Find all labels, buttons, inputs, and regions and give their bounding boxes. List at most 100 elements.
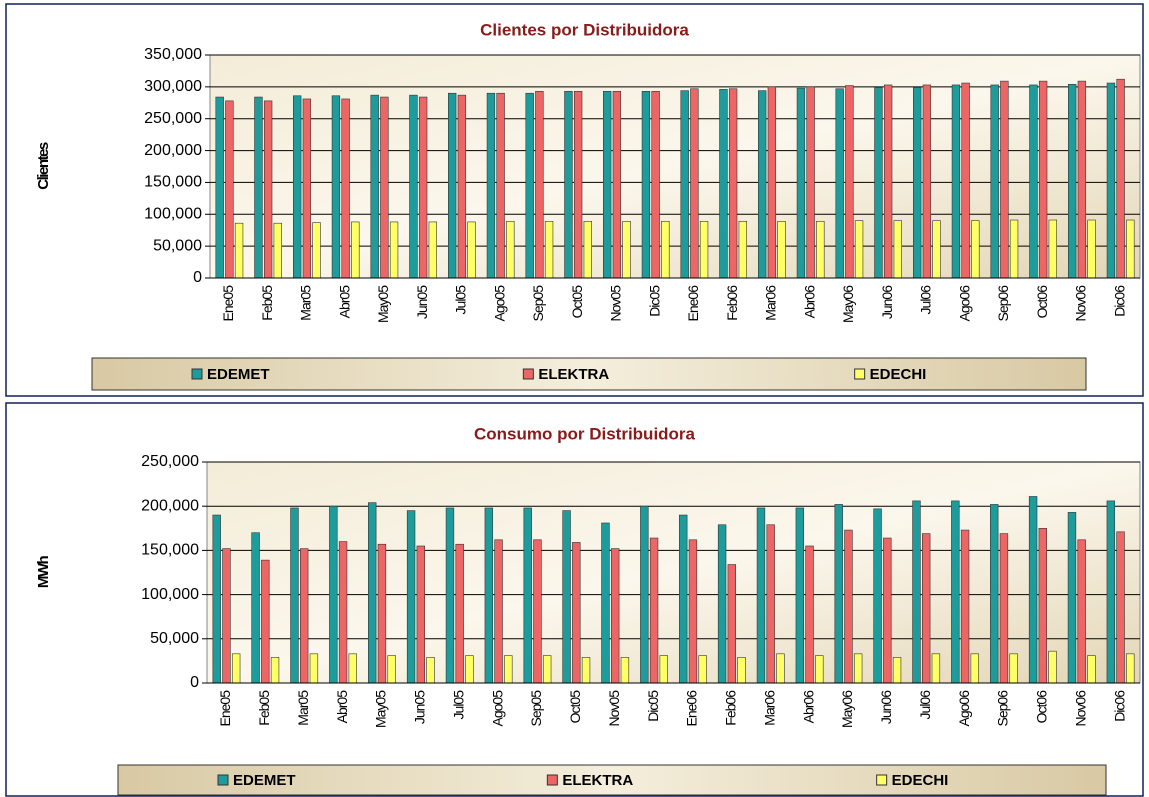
bar xyxy=(951,84,961,279)
chart-panel: Clientes por Distribuidora 0 50,000 100,000… xyxy=(5,3,1144,397)
x-tick-label: Nov06 xyxy=(1073,285,1089,322)
x-tick-label: Jun05 xyxy=(414,285,430,319)
bar xyxy=(389,221,399,279)
bar xyxy=(351,221,360,279)
bar xyxy=(293,95,302,279)
bar xyxy=(572,542,581,684)
bar xyxy=(990,84,999,279)
legend-box xyxy=(117,764,1107,796)
bar xyxy=(368,502,377,684)
bar xyxy=(457,94,467,279)
legend-swatch xyxy=(217,774,229,786)
bar xyxy=(1038,80,1048,279)
bar xyxy=(805,545,814,684)
x-tick-label: Ago05 xyxy=(489,690,505,727)
bar xyxy=(426,657,435,684)
y-axis-label: Clientes xyxy=(35,142,52,190)
bar xyxy=(601,522,610,684)
bar xyxy=(523,507,532,684)
bar xyxy=(418,96,428,279)
bar xyxy=(932,220,941,279)
legend-swatch xyxy=(522,368,534,380)
bar xyxy=(251,532,260,684)
bar xyxy=(620,657,630,684)
x-tick-label: Dic06 xyxy=(1111,285,1127,317)
bar xyxy=(816,220,825,279)
bar xyxy=(562,510,571,684)
bar xyxy=(1126,219,1135,279)
y-tick-label: 0 xyxy=(193,269,202,286)
bar xyxy=(231,653,241,684)
bar xyxy=(222,548,231,684)
x-tick-label: Sep06 xyxy=(995,285,1011,322)
y-tick-label: 100,000 xyxy=(141,586,199,603)
bar xyxy=(261,559,270,684)
y-tick-label: 100,000 xyxy=(144,206,202,223)
bar xyxy=(990,504,999,684)
bar xyxy=(728,88,738,279)
bar xyxy=(853,653,863,684)
bar xyxy=(815,655,824,684)
bar xyxy=(758,90,767,279)
bar xyxy=(1077,539,1086,684)
y-tick-label: 250,000 xyxy=(141,453,199,470)
y-axis-label: MWh xyxy=(35,556,52,589)
bar xyxy=(331,95,341,279)
bar xyxy=(951,500,960,684)
bar xyxy=(309,653,319,684)
plot-area xyxy=(209,54,1141,279)
x-tick-label: Abr05 xyxy=(336,285,352,319)
x-tick-label: Jul05 xyxy=(453,285,469,315)
bar xyxy=(835,88,844,279)
bar xyxy=(1068,84,1077,279)
x-tick-label: Mar05 xyxy=(295,690,311,726)
bar xyxy=(212,514,221,684)
bar xyxy=(448,92,457,279)
bar xyxy=(1038,527,1048,684)
bar xyxy=(445,507,455,684)
y-tick-label: 300,000 xyxy=(144,78,202,95)
bar xyxy=(756,507,766,684)
legend-label: EDECHI xyxy=(870,366,927,383)
bar xyxy=(494,539,503,684)
bar xyxy=(679,514,688,684)
bar xyxy=(661,220,670,279)
legend-label: EDEMET xyxy=(233,772,296,789)
bar xyxy=(504,655,513,684)
legend-label: ELEKTRA xyxy=(562,772,633,789)
x-tick-label: Dic05 xyxy=(646,285,662,317)
bar xyxy=(455,543,464,684)
bar xyxy=(767,86,777,279)
bar xyxy=(406,510,416,684)
y-tick-label: 200,000 xyxy=(141,497,199,514)
x-tick-label: Feb06 xyxy=(723,690,739,726)
bar xyxy=(467,221,476,279)
x-tick-label: Abr06 xyxy=(800,690,816,724)
bar xyxy=(873,508,882,684)
chart-panel: Consumo por Distribuidora 0 50,000 100,000 1… xyxy=(5,402,1144,797)
legend-swatch xyxy=(876,774,888,786)
x-tick-label: Dic05 xyxy=(645,690,661,722)
y-tick-label: 150,000 xyxy=(141,542,199,559)
bar xyxy=(892,657,902,684)
x-tick-label: Ago06 xyxy=(956,690,972,727)
x-tick-label: May05 xyxy=(375,285,391,323)
bar xyxy=(544,220,554,279)
bar xyxy=(883,84,893,279)
bar xyxy=(1048,650,1057,684)
bar xyxy=(329,505,338,684)
bar xyxy=(690,88,699,279)
bar xyxy=(465,655,474,684)
legend-label: EDECHI xyxy=(892,772,949,789)
legend-label: EDEMET xyxy=(207,366,270,383)
legend-swatch xyxy=(854,368,866,380)
bar xyxy=(348,653,357,684)
bar xyxy=(215,96,224,279)
x-tick-label: Jun06 xyxy=(879,285,895,319)
bar xyxy=(641,91,651,279)
x-tick-label: Jul06 xyxy=(917,690,933,720)
x-tick-label: May05 xyxy=(373,690,389,728)
bar xyxy=(699,220,709,279)
bar xyxy=(496,92,505,279)
